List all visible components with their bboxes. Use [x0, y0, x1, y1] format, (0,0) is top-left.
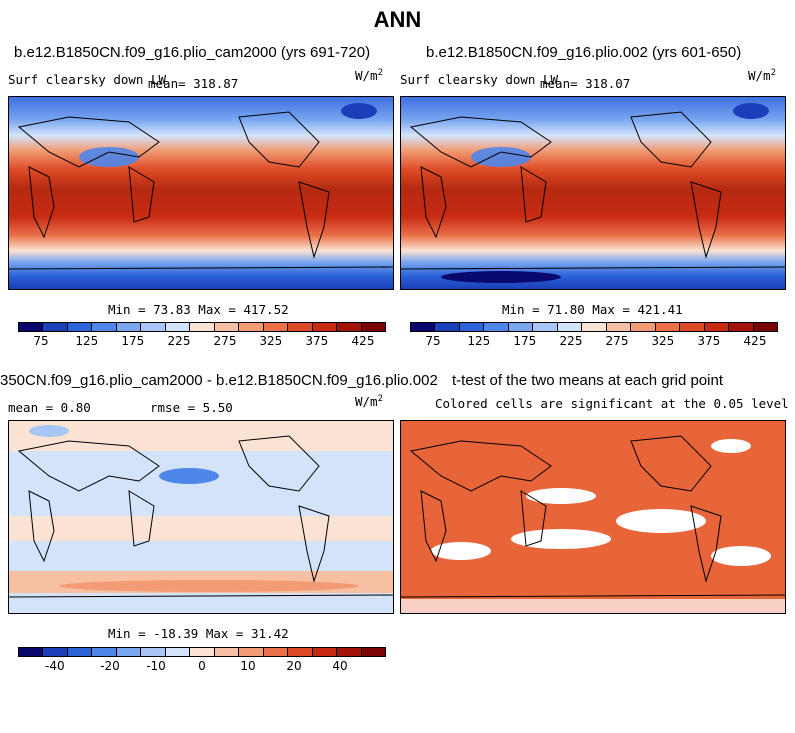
colorbar-tick-label: 275 — [605, 334, 629, 348]
colorbar-swatch — [43, 648, 68, 656]
colorbar-tick-label: 40 — [332, 659, 348, 673]
colorbar-swatch — [92, 323, 117, 331]
panel3-map-svg — [9, 421, 393, 613]
colorbar-swatch — [141, 648, 166, 656]
colorbar-swatch — [655, 323, 681, 331]
colorbar-swatch — [533, 323, 558, 331]
colorbar-tick-label: 125 — [467, 334, 491, 348]
colorbar-swatch — [165, 648, 191, 656]
panel3-colorbar — [18, 647, 386, 657]
colorbar-swatch — [484, 323, 509, 331]
panel4-subtitle: Colored cells are significant at the 0.0… — [435, 396, 789, 411]
colorbar-tick-label: 225 — [559, 334, 583, 348]
colorbar-swatch — [680, 323, 705, 331]
colorbar-tick-label: 75 — [33, 334, 49, 348]
colorbar-swatch — [288, 648, 313, 656]
colorbar-swatch — [582, 323, 607, 331]
colorbar-swatch — [361, 323, 386, 331]
colorbar-tick-label: 425 — [743, 334, 767, 348]
colorbar-swatch — [165, 323, 191, 331]
panel2-colorbar — [410, 322, 778, 332]
colorbar-swatch — [435, 323, 460, 331]
colorbar-swatch — [729, 323, 754, 331]
colorbar-swatch — [19, 323, 44, 331]
colorbar-tick-label: -20 — [100, 659, 120, 673]
panel3-units: W/m2 — [355, 394, 383, 410]
colorbar-tick-label: 275 — [213, 334, 237, 348]
panel1-title: b.e12.B1850CN.f09_g16.plio_cam2000 (yrs … — [14, 44, 371, 61]
colorbar-swatch — [190, 323, 215, 331]
colorbar-swatch — [312, 648, 338, 656]
colorbar-tick-label: 225 — [167, 334, 191, 348]
colorbar-swatch — [263, 648, 289, 656]
colorbar-swatch — [43, 323, 68, 331]
colorbar-tick-label: 175 — [513, 334, 537, 348]
colorbar-tick-label: 425 — [351, 334, 375, 348]
colorbar-swatch — [337, 323, 362, 331]
panel3-stats: Min = -18.39 Max = 31.42 — [108, 626, 289, 641]
panel2-mean: mean= 318.07 — [540, 76, 631, 91]
colorbar-tick-label: 0 — [198, 659, 206, 673]
panel4-title: t-test of the two means at each grid poi… — [452, 372, 723, 389]
colorbar-swatch — [337, 648, 362, 656]
colorbar-tick-label: 125 — [75, 334, 99, 348]
colorbar-swatch — [67, 323, 93, 331]
colorbar-tick-label: 325 — [651, 334, 675, 348]
figure-title: ANN — [373, 7, 422, 32]
colorbar-tick-label: 75 — [425, 334, 441, 348]
colorbar-tick-label: 20 — [286, 659, 302, 673]
panel2-map — [400, 96, 786, 290]
colorbar-swatch — [312, 323, 338, 331]
panel1-colorbar — [18, 322, 386, 332]
colorbar-swatch — [116, 323, 142, 331]
colorbar-swatch — [557, 323, 583, 331]
colorbar-swatch — [190, 648, 215, 656]
panel2-title: b.e12.B1850CN.f09_g16.plio.002 (yrs 601-… — [426, 44, 742, 61]
colorbar-swatch — [239, 323, 264, 331]
colorbar-swatch — [67, 648, 93, 656]
colorbar-swatch — [508, 323, 534, 331]
colorbar-swatch — [214, 323, 240, 331]
colorbar-swatch — [263, 323, 289, 331]
panel1-variable: Surf clearsky down LW — [8, 72, 167, 87]
colorbar-swatch — [239, 648, 264, 656]
panel3-mean: mean = 0.80 — [8, 400, 91, 415]
panel1-map-svg — [9, 97, 393, 289]
panel4-map — [400, 420, 786, 614]
colorbar-swatch — [361, 648, 386, 656]
colorbar-swatch — [288, 323, 313, 331]
panel1-mean: mean= 318.87 — [148, 76, 239, 91]
panel3-rmse: rmse = 5.50 — [150, 400, 233, 415]
colorbar-tick-label: 325 — [259, 334, 283, 348]
colorbar-swatch — [753, 323, 778, 331]
colorbar-tick-label: -40 — [44, 659, 65, 673]
panel3-title: 350CN.f09_g16.plio_cam2000 - b.e12.B1850… — [0, 372, 438, 389]
colorbar-tick-label: 10 — [240, 659, 256, 673]
panel3-map — [8, 420, 394, 614]
colorbar-swatch — [116, 648, 142, 656]
panel2-stats: Min = 71.80 Max = 421.41 — [502, 302, 683, 317]
colorbar-tick-label: 175 — [121, 334, 145, 348]
colorbar-swatch — [141, 323, 166, 331]
colorbar-swatch — [459, 323, 485, 331]
colorbar-swatch — [606, 323, 632, 331]
colorbar-swatch — [631, 323, 656, 331]
panel2-variable: Surf clearsky down LW — [400, 72, 559, 87]
panel1-units: W/m2 — [355, 68, 383, 84]
colorbar-swatch — [19, 648, 44, 656]
colorbar-swatch — [214, 648, 240, 656]
colorbar-tick-label: 375 — [697, 334, 721, 348]
panel2-units: W/m2 — [748, 68, 776, 84]
panel1-stats: Min = 73.83 Max = 417.52 — [108, 302, 289, 317]
colorbar-swatch — [411, 323, 436, 331]
panel4-map-svg — [401, 421, 785, 613]
panel2-map-svg — [401, 97, 785, 289]
colorbar-tick-label: 375 — [305, 334, 329, 348]
colorbar-swatch — [92, 648, 117, 656]
colorbar-tick-label: -10 — [146, 659, 166, 673]
colorbar-swatch — [704, 323, 730, 331]
panel1-map — [8, 96, 394, 290]
